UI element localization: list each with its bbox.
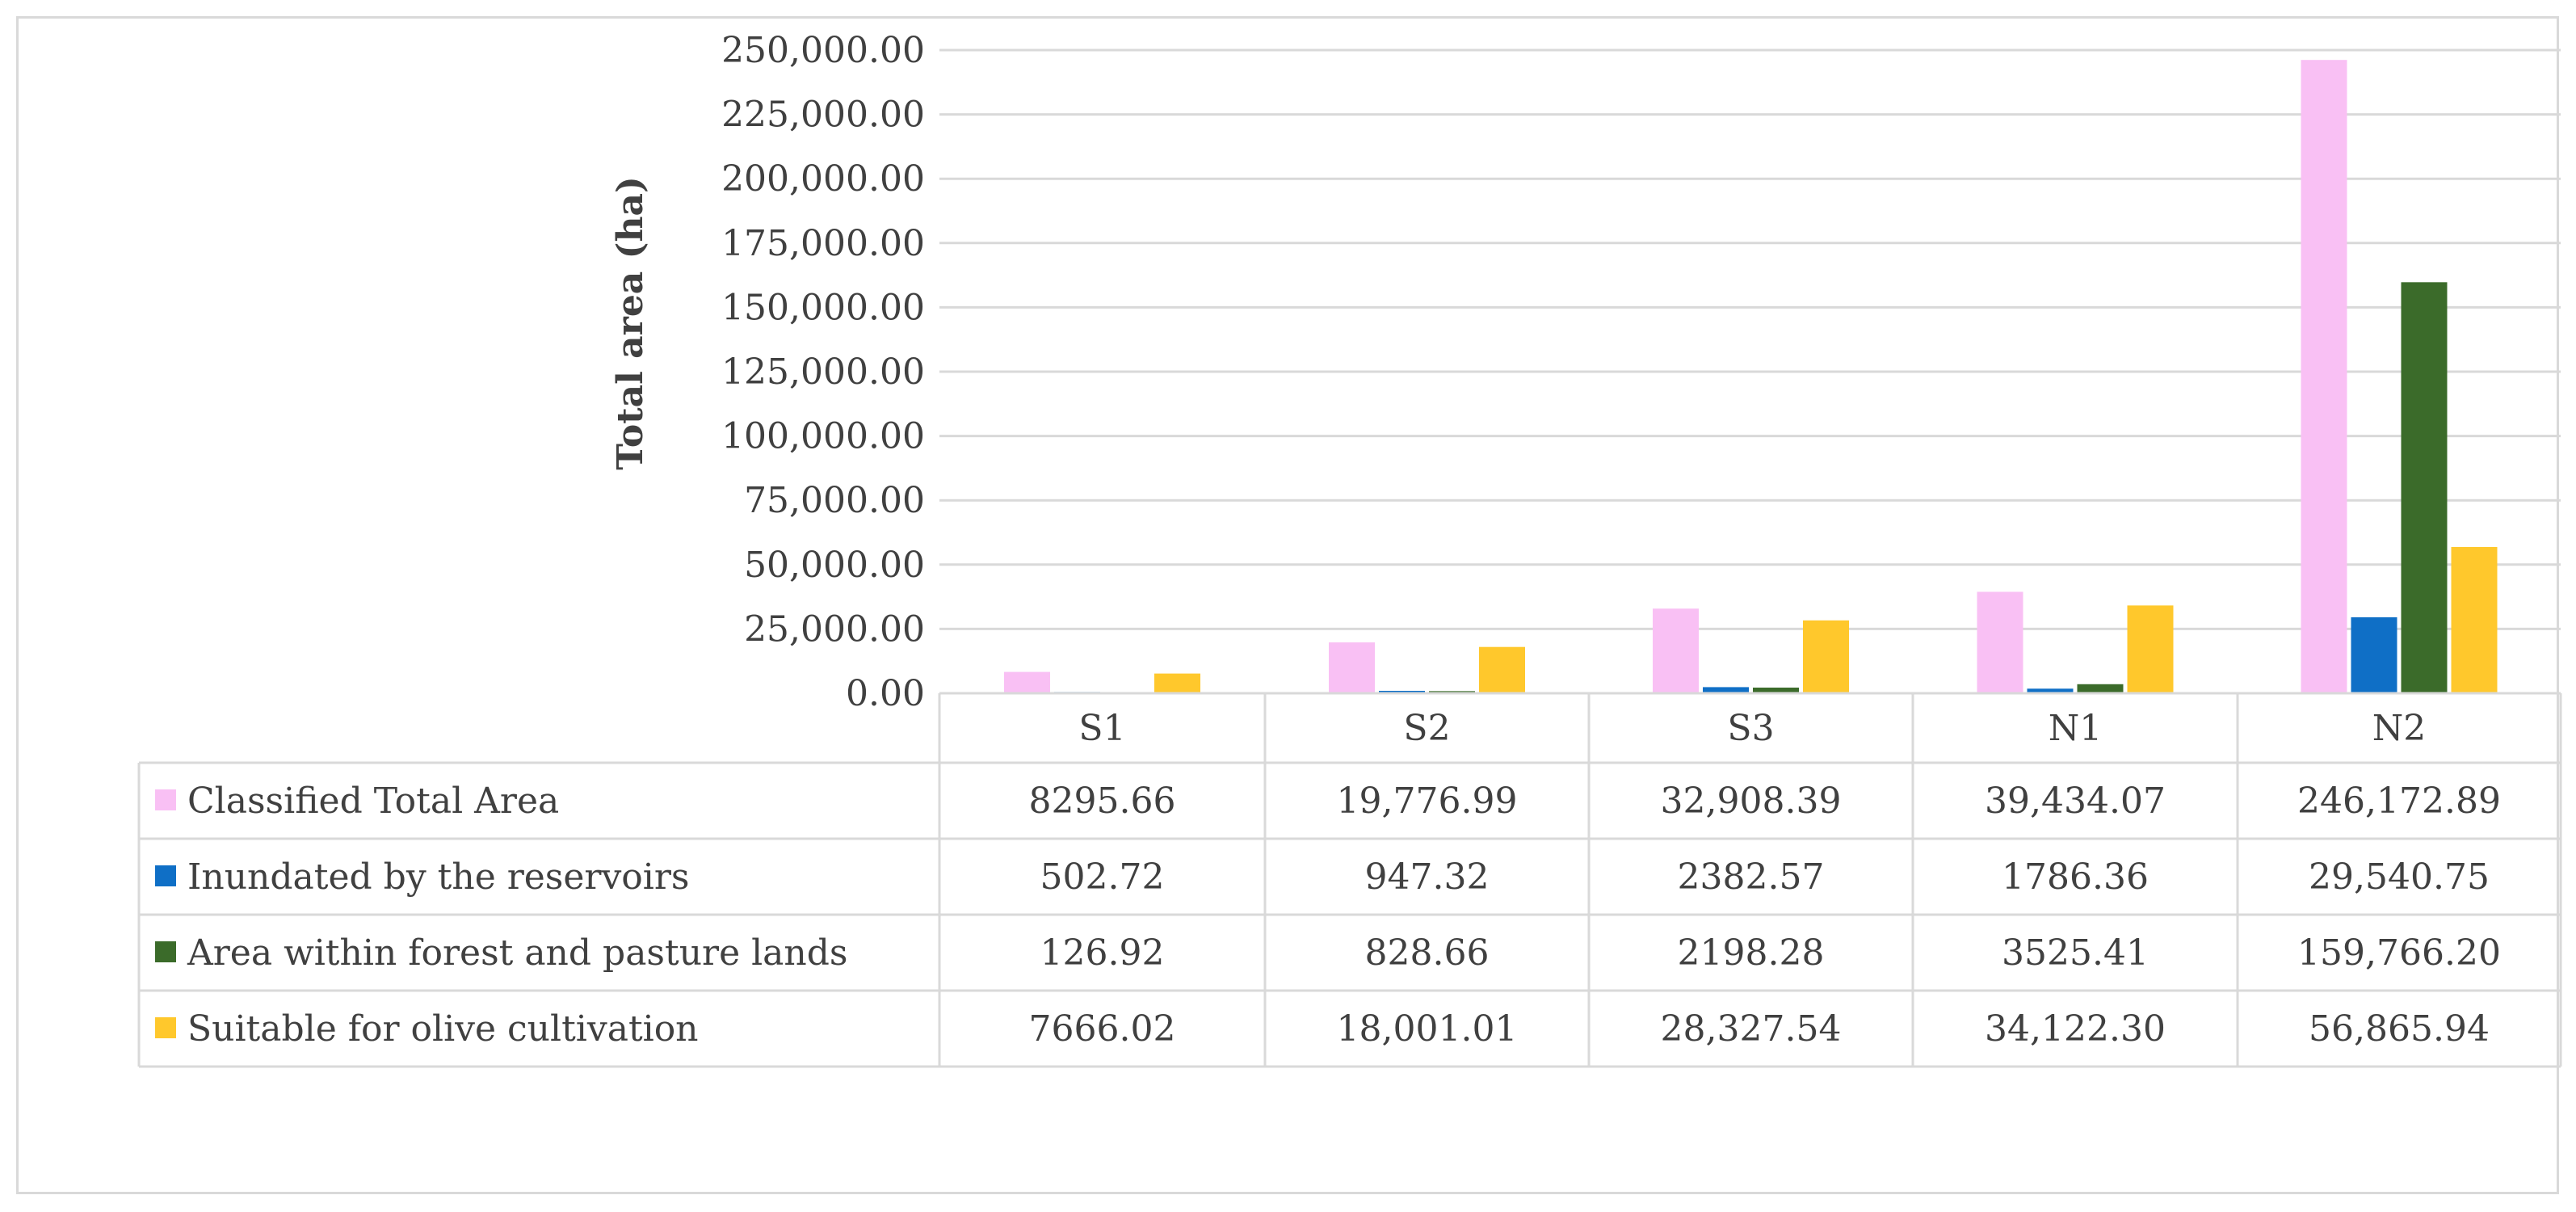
table-cell-value: 39,434.07 — [1985, 781, 2166, 822]
table-cell-value: 3525.41 — [2002, 932, 2149, 974]
y-tick-label: 200,000.00 — [721, 158, 925, 200]
table-cell-value: 502.72 — [1040, 856, 1165, 898]
legend-label: Suitable for olive cultivation — [187, 1008, 699, 1050]
bar-area-within-forest-and-pasture-lands-n1 — [2077, 684, 2124, 693]
bar-classified-total-area-s3 — [1653, 608, 1699, 693]
y-tick-label: 125,000.00 — [721, 351, 925, 393]
y-axis-label: Total area (ha) — [610, 176, 651, 470]
table-cell-value: 2382.57 — [1678, 856, 1825, 898]
y-tick-label: 175,000.00 — [721, 223, 925, 264]
table-cell-value: 159,766.20 — [2297, 932, 2501, 974]
table-cell-value: 56,865.94 — [2309, 1008, 2490, 1050]
bar-area-within-forest-and-pasture-lands-s3 — [1753, 688, 1799, 693]
table-cell-value: 18,001.01 — [1337, 1008, 1518, 1050]
table-cell-value: 19,776.99 — [1337, 781, 1518, 822]
category-label: N1 — [2049, 708, 2103, 749]
bar-suitable-for-olive-cultivation-s1 — [1154, 673, 1200, 693]
legend-label: Inundated by the reservoirs — [187, 856, 689, 898]
bar-inundated-by-the-reservoirs-s2 — [1379, 690, 1425, 693]
y-tick-label: 225,000.00 — [721, 95, 925, 136]
y-tick-label: 25,000.00 — [744, 608, 925, 650]
bar-classified-total-area-n2 — [2301, 60, 2347, 693]
table-cell-value: 246,172.89 — [2297, 781, 2501, 822]
y-axis-ticks: 0.00 25,000.00 50,000.00 75,000.00 100,000.0… — [721, 30, 925, 714]
table-cell-value: 28,327.54 — [1661, 1008, 1842, 1050]
table-cell-value: 29,540.75 — [2309, 856, 2490, 898]
bar-inundated-by-the-reservoirs-n2 — [2351, 617, 2397, 693]
y-tick-label: 75,000.00 — [744, 480, 925, 521]
legend-key — [155, 941, 176, 962]
table-cell-value: 1786.36 — [2002, 856, 2149, 898]
bar-area-within-forest-and-pasture-lands-n2 — [2401, 282, 2448, 693]
y-tick-label: 150,000.00 — [721, 287, 925, 328]
table-cell-value: 126.92 — [1040, 932, 1165, 974]
legend-key — [155, 865, 176, 886]
legend-label: Area within forest and pasture lands — [187, 932, 847, 974]
table-cell-value: 828.66 — [1365, 932, 1490, 974]
table-cell-value: 2198.28 — [1678, 932, 1825, 974]
category-label: S3 — [1727, 708, 1774, 749]
bar-inundated-by-the-reservoirs-n1 — [2027, 688, 2074, 693]
legend-key — [155, 1017, 176, 1038]
bar-suitable-for-olive-cultivation-s3 — [1803, 620, 1849, 693]
legend-label: Classified Total Area — [187, 781, 559, 822]
y-tick-label: 0.00 — [846, 673, 925, 714]
bar-classified-total-area-s1 — [1004, 671, 1050, 693]
chart-frame — [16, 16, 2559, 1194]
data-table: S1 S2 S3 N1 N2 Classified Total Area 8295.66 19… — [137, 692, 2562, 1068]
bar-suitable-for-olive-cultivation-n1 — [2127, 605, 2174, 693]
category-label: S1 — [1078, 708, 1125, 749]
table-cell-value: 947.32 — [1365, 856, 1490, 898]
table-cell-value: 7666.02 — [1029, 1008, 1176, 1050]
bar-suitable-for-olive-cultivation-n2 — [2451, 546, 2498, 693]
bar-classified-total-area-n1 — [1977, 591, 2023, 693]
bars — [1004, 60, 2498, 693]
category-label: S2 — [1403, 708, 1450, 749]
y-tick-label: 250,000.00 — [721, 30, 925, 71]
bar-inundated-by-the-reservoirs-s3 — [1703, 687, 1749, 693]
table-cell-value: 8295.66 — [1029, 781, 1176, 822]
y-tick-label: 50,000.00 — [744, 545, 925, 586]
table-cell-value: 32,908.39 — [1661, 781, 1842, 822]
table-cell-value: 34,122.30 — [1985, 1008, 2166, 1050]
y-tick-label: 100,000.00 — [721, 416, 925, 457]
category-label: N2 — [2372, 708, 2427, 749]
bar-suitable-for-olive-cultivation-s2 — [1479, 646, 1525, 693]
bar-classified-total-area-s2 — [1329, 642, 1375, 693]
legend-key — [155, 789, 176, 810]
